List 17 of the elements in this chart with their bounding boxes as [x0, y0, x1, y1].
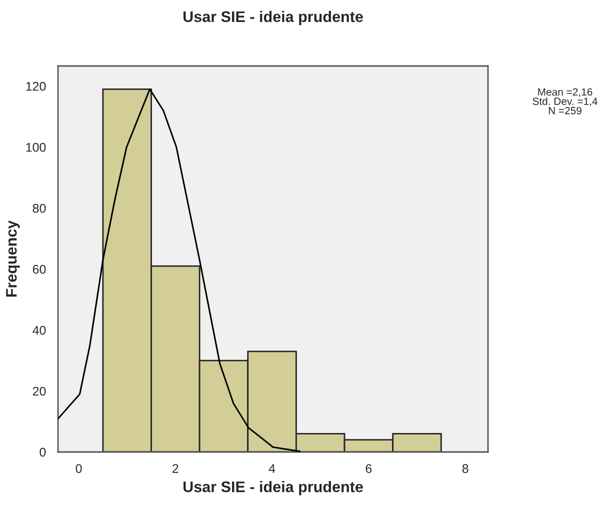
x-axis-title: Usar SIE - ideia prudente: [184, 481, 363, 496]
x-tick-label: 8: [462, 464, 468, 473]
y-tick-label: 40: [32, 326, 46, 335]
y-axis-title: Frequency: [6, 220, 20, 297]
text: Mean =2,16 Std. Dev. =1,4 N =259: [532, 88, 598, 114]
y-tick-label: 0: [40, 448, 46, 457]
y-tick-label: 80: [32, 204, 46, 213]
x-tick-label: 6: [366, 464, 372, 473]
y-tick-label: 100: [26, 142, 46, 152]
y-tick-label: 20: [32, 386, 46, 396]
x-tick-label: 4: [268, 464, 276, 473]
y-tick-label: 60: [32, 264, 46, 274]
x-tick-label: 2: [172, 464, 178, 473]
x-tick-label: 0: [76, 464, 82, 473]
line-series: [58, 88, 301, 452]
y-tick-label: 120: [26, 82, 46, 91]
chart-title: Usar SIE - ideia prudente: [184, 10, 363, 26]
